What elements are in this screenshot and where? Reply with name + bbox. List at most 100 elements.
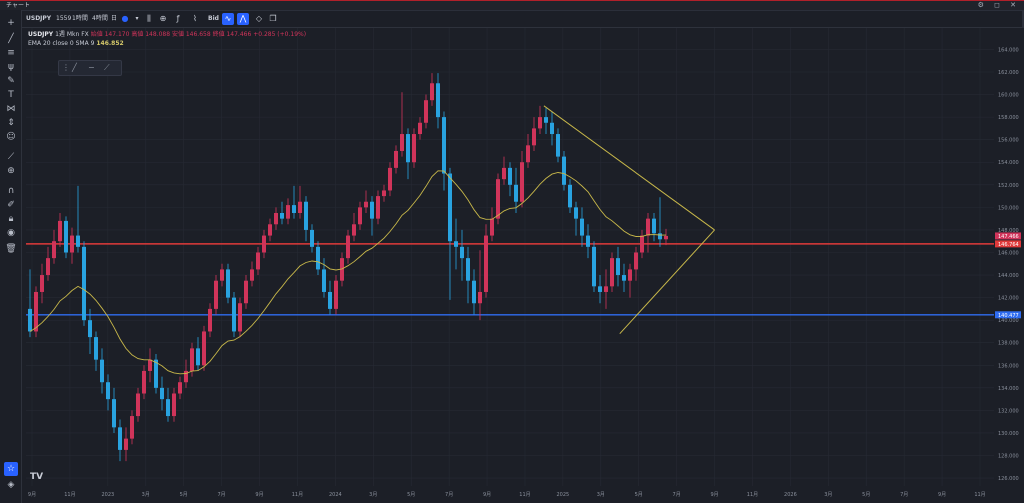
price-chart[interactable]: 164.000 162.000 160.000 158.000 156.000 154.0… bbox=[22, 28, 1024, 503]
line-chart-icon[interactable]: ∿ bbox=[222, 13, 234, 25]
edit-lock-icon[interactable]: ✐ bbox=[7, 200, 15, 210]
time-tick-label: 2025 bbox=[557, 492, 570, 498]
time-tick-label: 5月 bbox=[635, 492, 643, 498]
compare-icon[interactable]: ⌇ bbox=[193, 14, 197, 23]
candle-body bbox=[514, 184, 518, 202]
candle-body bbox=[466, 258, 470, 281]
candle-body bbox=[406, 134, 410, 163]
time-axis-bg bbox=[22, 486, 1024, 503]
candle-body bbox=[454, 241, 458, 247]
indicators-icon[interactable]: ƒ bbox=[176, 14, 180, 23]
hline-icon[interactable]: − bbox=[88, 63, 95, 72]
time-tick-label: 9月 bbox=[255, 492, 263, 498]
price-tick-label: 158.000 bbox=[998, 115, 1019, 121]
price-tick-label: 162.000 bbox=[998, 70, 1019, 76]
interval-dropdown-icon[interactable]: ● bbox=[121, 14, 129, 23]
pattern-icon[interactable]: ⋈ bbox=[6, 104, 16, 114]
candle-body bbox=[424, 100, 428, 123]
emoji-icon[interactable]: ☺ bbox=[6, 132, 16, 142]
candle-body bbox=[586, 235, 590, 247]
price-tick-label: 136.000 bbox=[998, 363, 1019, 369]
trendline-icon[interactable]: ╱ bbox=[72, 63, 77, 72]
interval-1h[interactable]: 1時間 bbox=[72, 15, 88, 22]
magnet-icon[interactable]: ∩ bbox=[7, 186, 15, 196]
drag-handle-icon[interactable]: ⋮ bbox=[62, 63, 70, 72]
candle-body bbox=[154, 359, 158, 388]
horizontal-lines-icon[interactable]: ≡ bbox=[7, 48, 15, 58]
legend-ema[interactable]: EMA 20 close 0 SMA 9 bbox=[28, 40, 95, 47]
price-tick-label: 134.000 bbox=[998, 386, 1019, 392]
candle-body bbox=[190, 348, 194, 371]
price-tick-label: 138.000 bbox=[998, 341, 1019, 347]
time-tick-label: 2023 bbox=[101, 492, 114, 498]
candle-body bbox=[310, 229, 314, 247]
time-tick-label: 3月 bbox=[824, 492, 832, 498]
text-tool-icon[interactable]: T bbox=[8, 90, 14, 100]
time-tick-label: 9月 bbox=[28, 492, 36, 498]
candle-body bbox=[502, 167, 506, 180]
time-tick-label: 7月 bbox=[900, 492, 908, 498]
lock-icon[interactable]: 🔒︎ bbox=[8, 214, 14, 224]
trendline-tool-icon[interactable]: ╱ bbox=[8, 34, 14, 44]
candle-body bbox=[622, 275, 626, 281]
time-tick-label: 7月 bbox=[445, 492, 453, 498]
symbol-search[interactable]: USDJPY bbox=[26, 15, 52, 22]
layout-icon[interactable]: ❐ bbox=[269, 14, 277, 23]
candle-body bbox=[184, 370, 188, 383]
candle-body bbox=[646, 218, 650, 236]
resistance-line-price-label: 146.764 bbox=[998, 242, 1019, 248]
candle-body bbox=[64, 220, 68, 253]
floating-drawing-panel[interactable]: ⋮ ╱ − ⟋ bbox=[58, 60, 122, 76]
price-tick-label: 164.000 bbox=[998, 47, 1019, 53]
chart-area[interactable]: 164.000 162.000 160.000 158.000 156.000 154.0… bbox=[22, 28, 1024, 503]
measure-icon[interactable]: ⇕ bbox=[7, 118, 15, 128]
candle-body bbox=[256, 252, 260, 270]
time-tick-label: 11月 bbox=[974, 492, 985, 498]
time-tick-label: 7月 bbox=[673, 492, 681, 498]
chevron-down-icon[interactable]: ▾ bbox=[135, 15, 139, 22]
zoom-icon[interactable]: ⊕ bbox=[7, 166, 15, 176]
add-indicator-icon[interactable]: ⊕ bbox=[159, 14, 167, 23]
candle-body bbox=[394, 150, 398, 168]
candle-body bbox=[118, 427, 122, 450]
candle-body bbox=[490, 218, 494, 236]
candle-body bbox=[400, 134, 404, 151]
ruler-icon[interactable]: ⟋ bbox=[7, 152, 15, 162]
time-tick-label: 5月 bbox=[862, 492, 870, 498]
candle-body bbox=[658, 233, 662, 240]
brush-icon[interactable]: ✎ bbox=[7, 76, 15, 86]
pitchfork-icon[interactable]: ψ bbox=[8, 62, 14, 72]
layers-icon[interactable]: ◈ bbox=[7, 480, 15, 490]
favorite-star-icon[interactable]: ☆ bbox=[4, 462, 18, 476]
candle-body bbox=[268, 224, 272, 236]
time-tick-label: 3月 bbox=[142, 492, 150, 498]
ema-20-line bbox=[29, 170, 667, 375]
interval-day[interactable]: 日 bbox=[111, 15, 118, 22]
crosshair-icon[interactable]: + bbox=[7, 18, 15, 28]
interval-4h[interactable]: 4時間 bbox=[92, 15, 108, 22]
candle-body bbox=[142, 370, 146, 394]
price-tick-label: 156.000 bbox=[998, 138, 1019, 144]
chart-grid bbox=[26, 28, 994, 486]
wave-chart-icon[interactable]: ⋀ bbox=[237, 13, 249, 25]
eye-icon[interactable]: ◉ bbox=[7, 228, 15, 238]
trash-icon[interactable]: 🗑︎ bbox=[5, 244, 17, 254]
price-tick-label: 142.000 bbox=[998, 296, 1019, 302]
candle-body bbox=[124, 438, 128, 450]
time-tick-label: 9月 bbox=[710, 492, 718, 498]
alert-icon[interactable]: ◇ bbox=[255, 14, 263, 23]
candle-body bbox=[298, 201, 302, 214]
bid-toggle[interactable]: Bid bbox=[208, 15, 219, 22]
toolbar-number[interactable]: 1559 bbox=[56, 15, 72, 22]
candle-body bbox=[640, 235, 644, 253]
candle-body bbox=[442, 117, 446, 174]
window-controls[interactable]: ⚙ ◻ ✕ bbox=[977, 1, 1020, 9]
tradingview-logo: 𝗧𝗩 bbox=[30, 472, 44, 482]
candle-body bbox=[136, 393, 140, 417]
candle-type-icon[interactable]: ⫼ bbox=[147, 14, 151, 23]
candle-body bbox=[388, 167, 392, 191]
ray-icon[interactable]: ⟋ bbox=[104, 63, 110, 72]
candle-body bbox=[574, 207, 578, 219]
candle-body bbox=[472, 280, 476, 304]
candle-body bbox=[202, 331, 206, 366]
